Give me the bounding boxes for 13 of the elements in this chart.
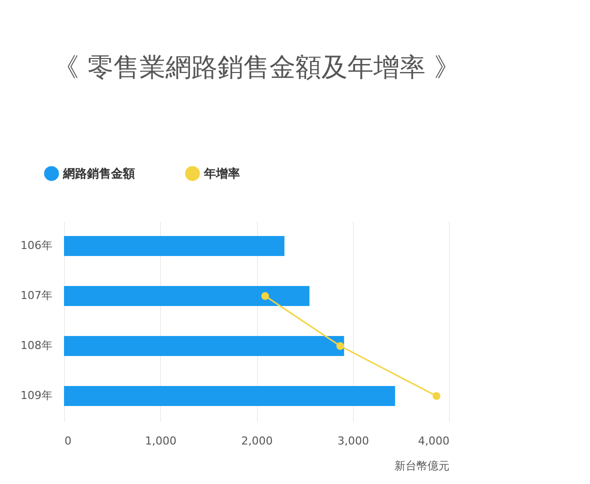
chart-title: 《 零售業網路銷售金額及年增率 》 — [53, 53, 460, 83]
x-tick-label: 1,000 — [145, 434, 176, 448]
y-tick-label: 106年 — [20, 239, 52, 252]
x-tick-label: 0 — [64, 434, 72, 448]
legend-label: 網路銷售金額 — [62, 166, 135, 181]
x-tick-label: 4,000 — [418, 434, 450, 448]
legend-label: 年增率 — [203, 166, 240, 181]
y-tick-label: 107年 — [20, 289, 52, 302]
x-tick-label: 3,000 — [338, 434, 369, 448]
x-tick-label: 2,000 — [241, 434, 273, 448]
y-tick-label: 108年 — [20, 339, 52, 352]
x-axis-title: 新台幣億元 — [394, 460, 450, 472]
y-tick-label: 109年 — [20, 389, 52, 402]
